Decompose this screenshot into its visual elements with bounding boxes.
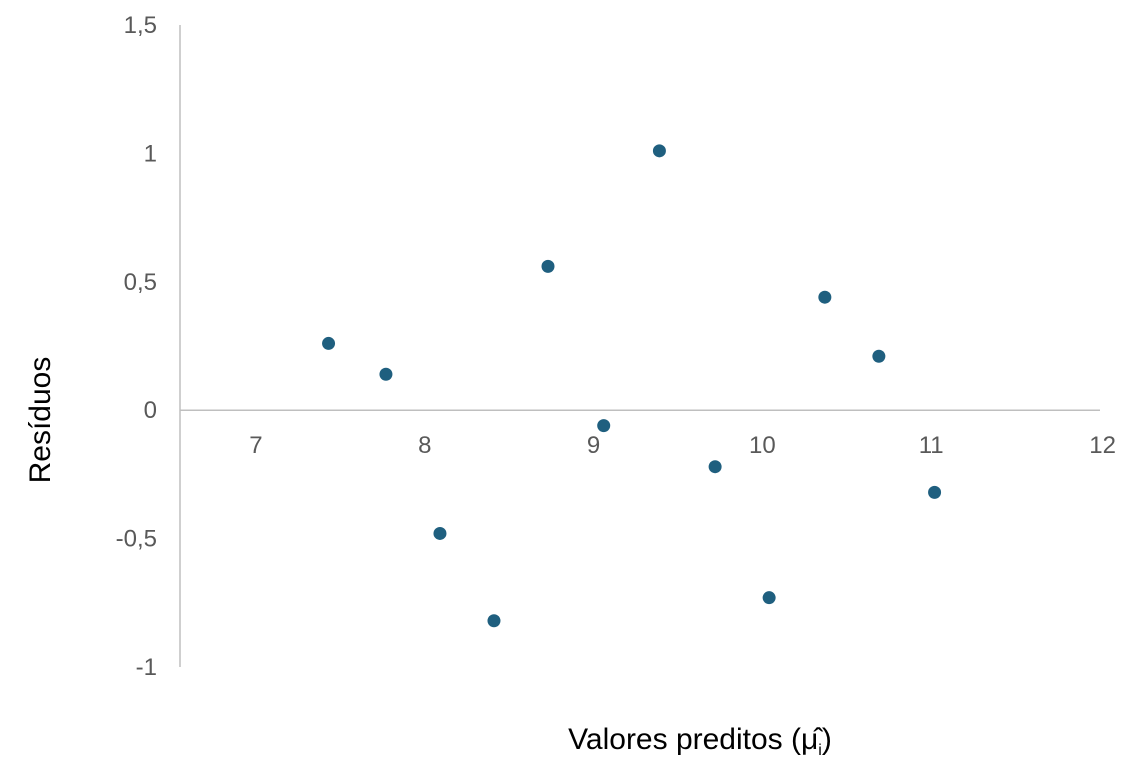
x-axis-title-close: ) (822, 723, 832, 756)
data-point (818, 290, 832, 304)
x-tick-labels: 7 8 9 10 11 12 (249, 432, 1116, 459)
data-point (322, 336, 336, 350)
data-point (652, 144, 666, 158)
x-tick-label: 8 (418, 432, 431, 459)
y-tick-label: 0,5 (124, 269, 157, 296)
data-point (928, 485, 942, 499)
x-tick-label: 7 (249, 432, 262, 459)
x-axis-title: Valores preditos (μ̂i) (568, 723, 832, 759)
data-point (433, 526, 447, 540)
data-points (322, 144, 942, 628)
data-point (541, 259, 555, 273)
axes (179, 25, 1100, 667)
x-tick-label: 10 (749, 432, 776, 459)
data-point (487, 614, 501, 628)
x-axis-title-main: Valores preditos (μ̂ (568, 723, 823, 756)
data-point (708, 460, 722, 474)
y-tick-label: 1,5 (124, 12, 157, 39)
y-tick-labels: -1 -0,5 0 0,5 1 1,5 (116, 12, 157, 681)
x-axis-title-subscript: i (818, 742, 822, 759)
y-tick-label: 0 (144, 397, 157, 424)
y-tick-label: 1 (144, 140, 157, 167)
y-tick-label: -0,5 (116, 526, 157, 553)
data-point (379, 367, 393, 381)
x-tick-label: 9 (587, 432, 600, 459)
y-tick-label: -1 (136, 654, 157, 681)
data-point (597, 419, 611, 433)
x-tick-label: 12 (1089, 432, 1116, 459)
data-point (872, 349, 886, 363)
y-axis-title: Resíduos (24, 357, 57, 484)
data-point (762, 591, 776, 605)
x-tick-label: 11 (919, 432, 944, 459)
